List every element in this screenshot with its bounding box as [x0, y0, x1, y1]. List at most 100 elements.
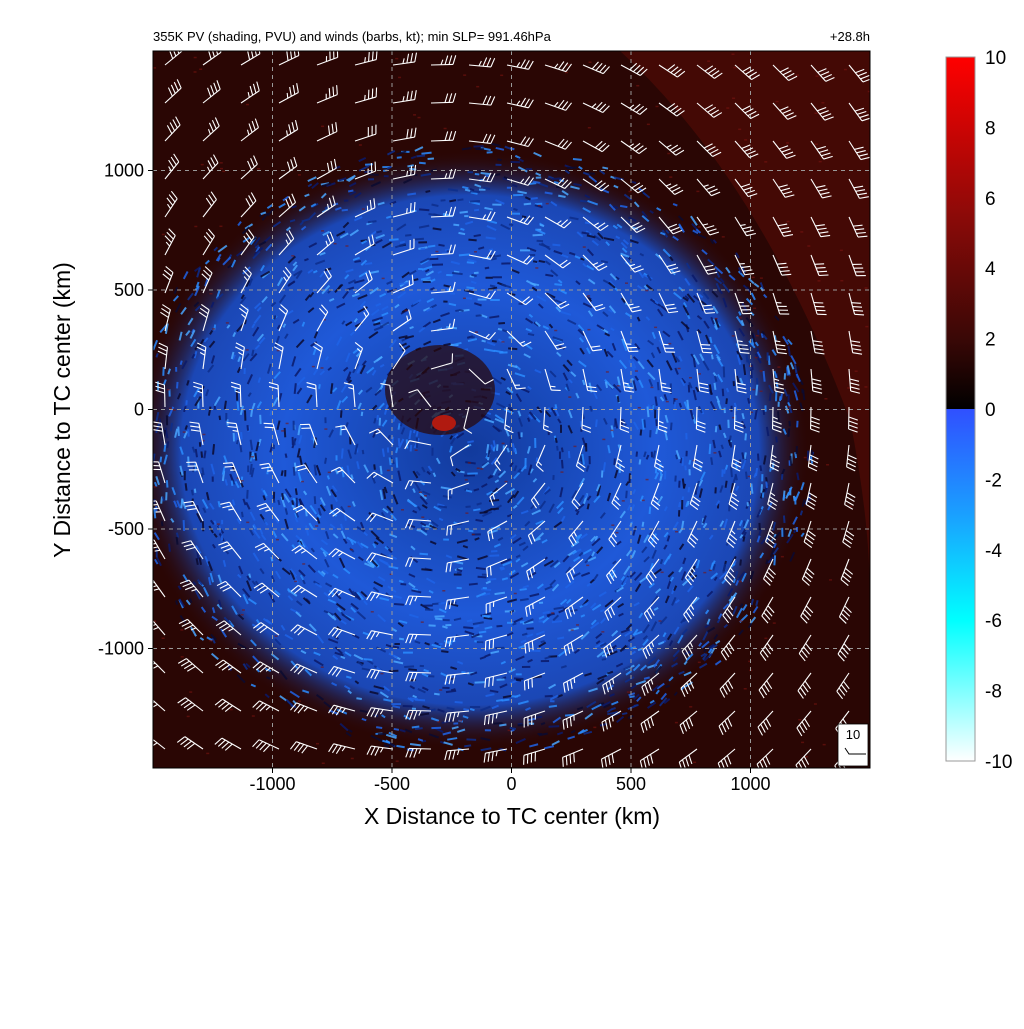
pv-speckle [403, 652, 413, 654]
pv-speckle [689, 377, 692, 379]
pv-speckle [302, 563, 305, 565]
pv-speckle [468, 462, 471, 464]
pv-speckle [698, 226, 701, 228]
pv-speckle [273, 445, 275, 449]
pv-speckle [752, 277, 755, 279]
pv-speckle [756, 335, 759, 337]
pv-speckle [507, 187, 511, 189]
pv-speckle [521, 432, 523, 437]
pv-speckle [722, 236, 725, 238]
colorbar-positive [946, 57, 975, 409]
pv-speckle [761, 474, 763, 481]
pv-speckle [226, 322, 229, 324]
pv-speckle [703, 572, 706, 574]
pv-speckle [747, 502, 749, 506]
pv-speckle [730, 442, 732, 448]
pv-speckle [379, 418, 381, 426]
pv-speckle [233, 433, 235, 442]
pv-speckle [589, 62, 592, 64]
pv-speckle [336, 455, 338, 460]
pv-speckle [222, 171, 225, 173]
pv-speckle [464, 474, 475, 476]
pv-speckle [823, 744, 826, 746]
pv-speckle [320, 367, 323, 369]
pv-speckle [446, 274, 452, 276]
pv-speckle [194, 71, 197, 73]
pv-speckle [714, 487, 716, 493]
pv-speckle [588, 127, 591, 129]
pv-speckle [709, 570, 712, 572]
pv-speckle [678, 368, 681, 370]
pv-speckle [804, 457, 807, 459]
pv-speckle [437, 721, 440, 723]
pv-speckle [502, 443, 505, 445]
colorbar-tick-label: 8 [985, 118, 996, 139]
pv-speckle [522, 666, 530, 668]
pv-speckle [418, 241, 427, 243]
pv-speckle [220, 168, 223, 170]
pv-speckle [162, 637, 165, 639]
pv-speckle [645, 290, 648, 292]
pv-speckle [246, 349, 249, 351]
pv-speckle [183, 431, 186, 433]
pv-speckle [225, 413, 227, 421]
pv-speckle [796, 421, 798, 428]
pv-speckle [530, 650, 540, 652]
pv-speckle [315, 525, 318, 527]
pv-speckle [439, 689, 442, 691]
pv-speckle [475, 148, 484, 150]
pv-speckle [642, 500, 645, 502]
pv-speckle [535, 267, 538, 269]
pv-speckle [321, 230, 324, 232]
pv-speckle [715, 318, 718, 320]
pv-speckle [801, 742, 804, 744]
pv-speckle [201, 164, 204, 166]
pv-speckle [486, 277, 493, 279]
pv-speckle [199, 442, 201, 447]
pv-speckle [475, 331, 478, 333]
pv-speckle [477, 468, 480, 470]
pv-speckle [413, 114, 416, 116]
pv-speckle [775, 391, 777, 401]
pv-speckle [492, 204, 501, 206]
pv-speckle [776, 101, 779, 103]
pv-speckle [661, 572, 664, 574]
pv-speckle [617, 385, 620, 387]
pv-speckle [184, 471, 186, 480]
pv-speckle [217, 523, 220, 525]
pv-speckle [537, 240, 544, 242]
pv-speckle [465, 512, 468, 514]
pv-speckle [246, 522, 249, 524]
pv-speckle [571, 629, 574, 631]
pv-speckle [732, 53, 735, 55]
pv-speckle [816, 75, 819, 77]
x-tick-label: -1000 [249, 774, 295, 794]
pv-speckle [664, 471, 666, 479]
pv-speckle [773, 622, 776, 624]
pv-speckle [443, 300, 447, 302]
pv-speckle [384, 175, 389, 177]
pv-speckle [796, 74, 799, 76]
pv-speckle [826, 464, 829, 466]
pv-speckle [293, 421, 295, 431]
pv-speckle [428, 675, 434, 677]
pv-speckle [162, 367, 164, 376]
pv-speckle [425, 608, 433, 610]
chart-title: 355K PV (shading, PVU) and winds (barbs,… [153, 29, 552, 44]
pv-speckle [840, 250, 843, 252]
pv-speckle [646, 479, 649, 481]
pv-speckle [573, 446, 576, 448]
pv-speckle [153, 486, 156, 488]
pv-speckle [241, 614, 244, 616]
pv-speckle [156, 549, 158, 558]
pv-speckle [348, 506, 351, 508]
pv-speckle [546, 203, 549, 205]
pv-speckle [445, 624, 451, 626]
pv-speckle [589, 456, 591, 464]
pv-speckle [187, 456, 189, 465]
pv-speckle [493, 722, 502, 724]
pv-speckle [698, 373, 701, 375]
pv-speckle [321, 666, 324, 668]
pv-speckle [371, 611, 374, 613]
